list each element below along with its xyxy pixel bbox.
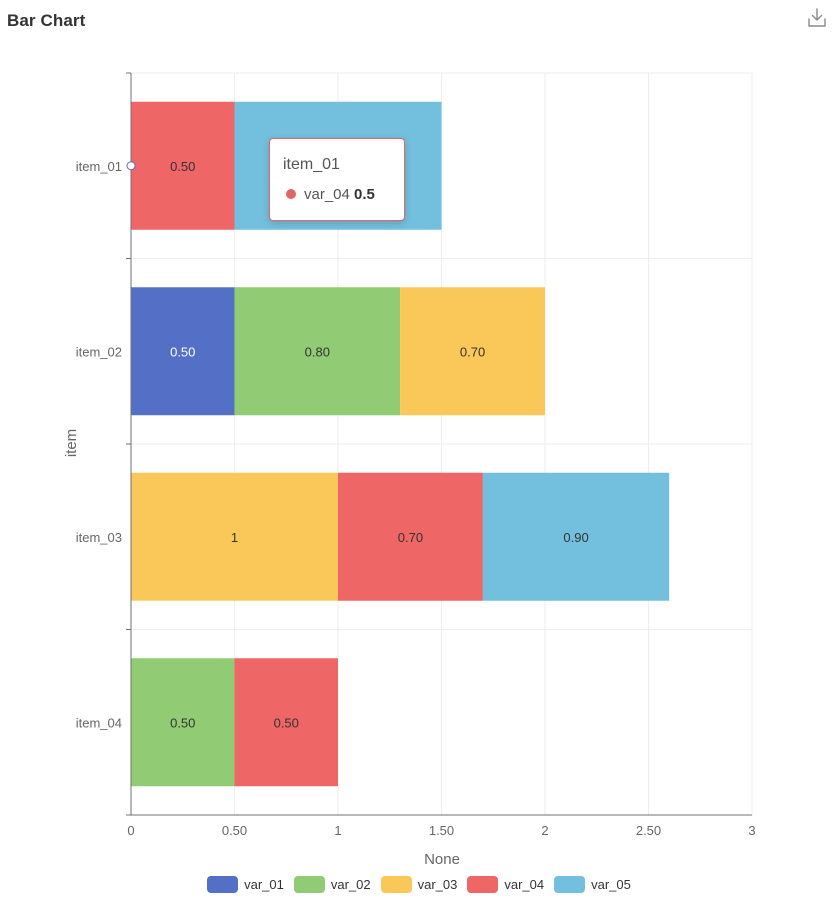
bar-data-label: 0.90: [563, 530, 588, 545]
axis-pointer-marker: [126, 161, 136, 171]
bar-segment-var_03-item_03[interactable]: [131, 472, 338, 601]
chart-legend: var_01 var_02 var_03 var_04 var_05: [0, 876, 838, 894]
bar-data-label: 0.50: [170, 344, 195, 359]
y-tick-label: item_04: [76, 715, 122, 730]
legend-swatch: [380, 876, 412, 894]
legend-label: var_01: [244, 877, 284, 893]
y-tick-label: item_01: [76, 159, 122, 174]
y-tick-label: item_03: [76, 530, 122, 545]
chart-tooltip: item_01 var_04 0.5: [269, 138, 405, 221]
legend-item-var_03[interactable]: var_03: [380, 876, 458, 894]
x-tick-label: 1.50: [429, 823, 454, 838]
legend-label: var_04: [504, 877, 545, 893]
legend-swatch: [554, 876, 586, 894]
legend-item-var_05[interactable]: var_05: [554, 876, 631, 894]
tooltip-series-name: var_04: [304, 186, 350, 203]
legend-label: var_05: [591, 877, 631, 893]
bar-segment-var_04-item_03[interactable]: [338, 472, 483, 601]
legend-item-var_02[interactable]: var_02: [293, 876, 371, 894]
x-tick-label: 2.50: [636, 823, 661, 838]
x-tick-label: 0.50: [222, 823, 247, 838]
legend-label: var_03: [417, 877, 458, 893]
y-axis-label: item: [63, 429, 80, 457]
legend-item-var_01[interactable]: var_01: [207, 876, 284, 894]
x-axis-label: None: [424, 851, 460, 868]
x-tick-label: 0: [127, 823, 134, 838]
tooltip-row: var_04 0.5: [286, 186, 375, 203]
bar-segment-var_02-item_04[interactable]: [131, 658, 235, 787]
tooltip-value: 0.5: [354, 186, 375, 203]
bar-series: 0.50 0.50 0.80 0.70 1 0.70 0.90 0.50 0.50: [131, 101, 670, 787]
bar-segment-var_01-item_02[interactable]: [131, 287, 235, 416]
tooltip-series-dot: [286, 189, 296, 199]
legend-swatch: [467, 876, 499, 894]
tooltip-category: item_01: [283, 156, 340, 173]
chart-title: Bar Chart: [7, 11, 86, 30]
bar-segment-var_03-item_02[interactable]: [400, 287, 545, 416]
bar-data-label: 0.50: [274, 715, 299, 730]
bar-segment-var_02-item_02[interactable]: [234, 287, 401, 416]
x-tick-label: 1: [334, 823, 341, 838]
bar-data-label: 0.50: [170, 159, 195, 174]
legend-item-var_04[interactable]: var_04: [467, 876, 545, 894]
bar-data-label: 0.80: [305, 344, 330, 359]
x-tick-label: 2: [541, 823, 548, 838]
bar-data-label: 0.50: [170, 715, 195, 730]
legend-label: var_02: [330, 877, 371, 893]
bar-segment-var_05-item_03[interactable]: [482, 472, 670, 601]
y-tick-label: item_02: [76, 344, 122, 359]
x-tick-label: 3: [748, 823, 755, 838]
axes: 0 0.50 1 1.50 2 2.50 3item_01item_02item_03ite…: [76, 72, 756, 838]
bar-data-label: 1: [231, 530, 238, 545]
bar-segment-var_04-item_04[interactable]: [234, 658, 339, 787]
legend-swatch: [207, 876, 239, 894]
download-icon[interactable]: [806, 7, 828, 29]
legend-swatch: [293, 876, 325, 894]
bar-data-label: 0.70: [398, 530, 423, 545]
bar-data-label: 0.70: [460, 344, 485, 359]
bar-segment-var_04-item_01[interactable]: [131, 101, 235, 230]
